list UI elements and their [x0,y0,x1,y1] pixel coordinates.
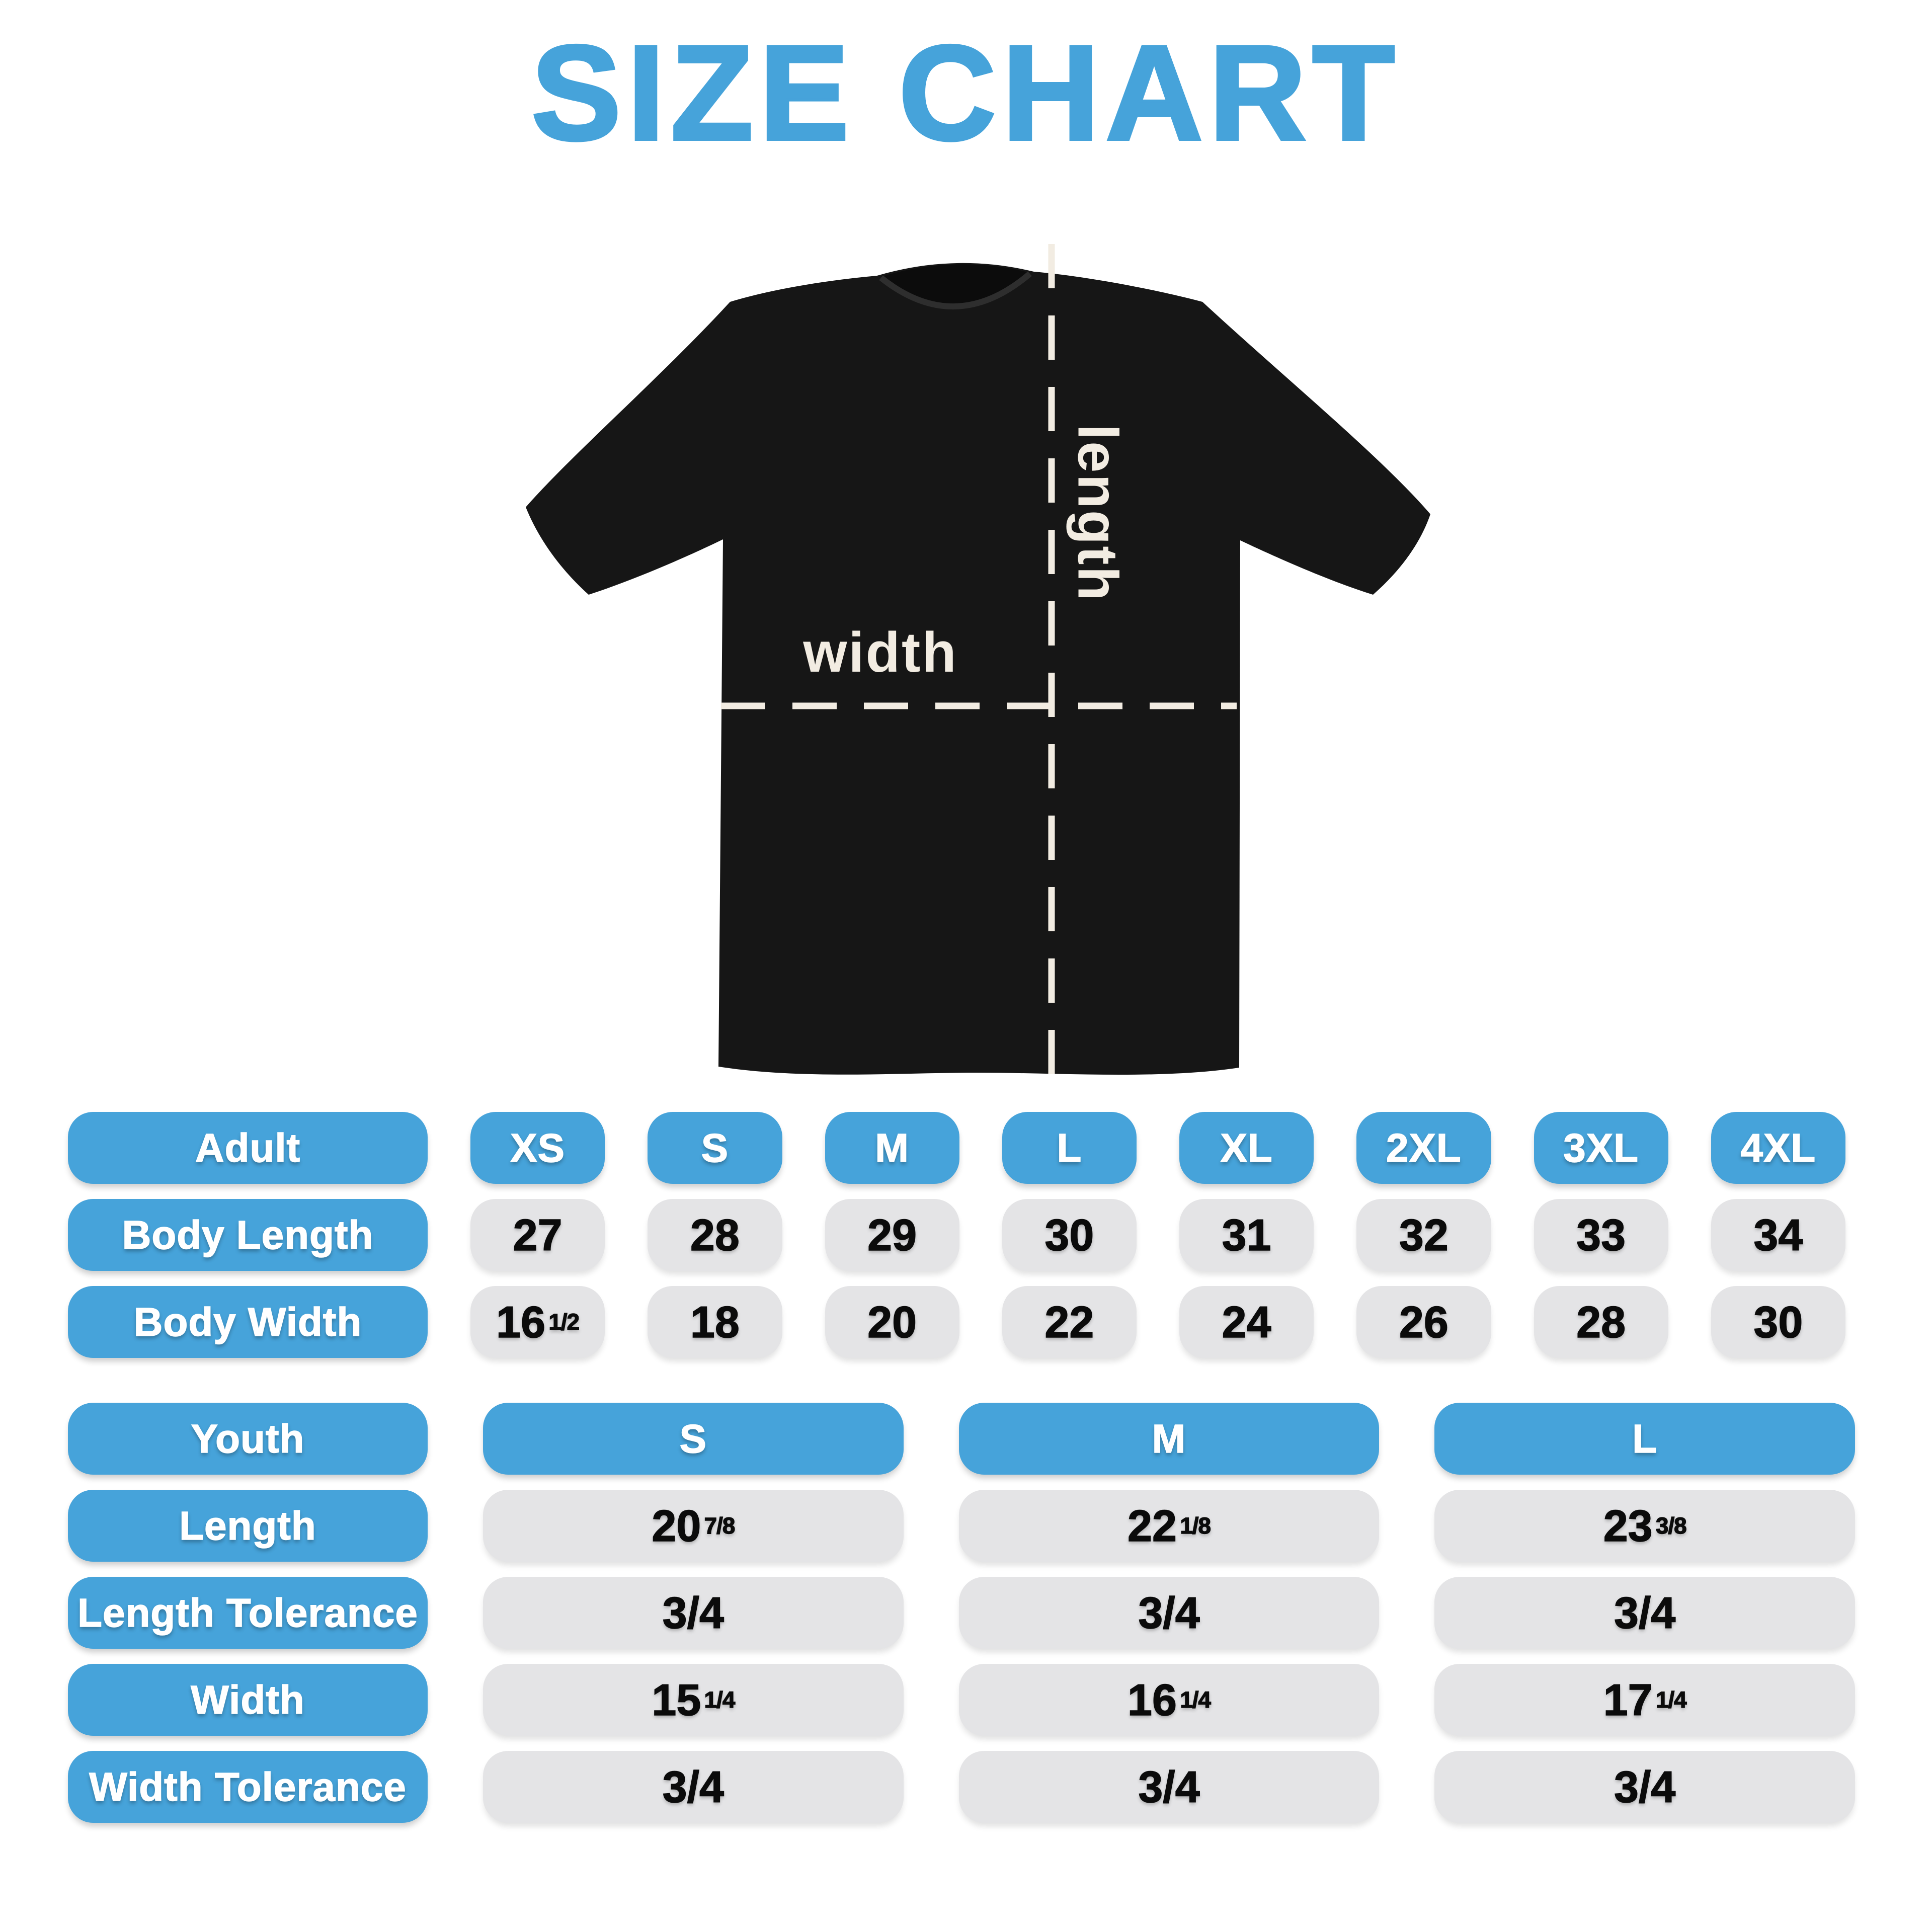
value-cell: 24 [1179,1286,1314,1358]
value-cell: 3/4 [483,1751,904,1823]
table-header-row: Youth S M L [68,1403,1855,1475]
value-number: 18 [690,1297,740,1347]
size-header-pill: 3XL [1534,1112,1668,1184]
table-row: Width Tolerance 3/4 3/4 3/4 [68,1751,1855,1823]
size-header-pill: 4XL [1711,1112,1845,1184]
value-number: 28 [690,1210,740,1260]
value-cell: 16 1/4 [958,1664,1380,1736]
size-header-pill: L [1002,1112,1137,1184]
size-header-pill: M [825,1112,959,1184]
adult-size-table: Adult XS S M L XL 2XL 3XL 4XL Body Length 27 28 29 30… [68,1112,1845,1373]
value-number: 20 [867,1297,917,1347]
value-number: 22 [1044,1297,1094,1347]
value-number: 3/4 [662,1587,725,1638]
value-number: 26 [1399,1297,1448,1347]
value-number: 27 [513,1210,562,1260]
value-cell: 18 [648,1286,782,1358]
value-number: 33 [1576,1210,1626,1260]
width-label: width [802,621,957,684]
value-fraction: 3/8 [1655,1512,1687,1539]
value-number: 20 [652,1500,701,1551]
row-label-pill: Length [68,1490,428,1562]
value-number: 32 [1399,1210,1448,1260]
value-fraction: 1/4 [1655,1686,1687,1713]
value-number: 29 [867,1210,917,1260]
value-cell: 33 [1534,1199,1668,1271]
value-fraction: 1/2 [548,1309,580,1335]
value-number: 30 [1044,1210,1094,1260]
tshirt-silhouette [526,263,1430,1075]
row-label-pill: Body Width [68,1286,428,1358]
size-header-pill: S [483,1403,904,1475]
row-label-pill: Length Tolerance [68,1577,428,1649]
value-cell: 3/4 [483,1577,904,1649]
value-number: 16 [496,1297,546,1347]
size-header-pill: L [1434,1403,1855,1475]
tshirt-measurement-diagram: width length [496,216,1452,1097]
size-header-pill: S [648,1112,782,1184]
value-cell: 27 [470,1199,605,1271]
row-label-pill: Width Tolerance [68,1751,428,1823]
value-cell: 16 1/2 [470,1286,605,1358]
size-header-pill: 2XL [1356,1112,1491,1184]
value-cell: 3/4 [1434,1577,1855,1649]
value-cell: 22 [1002,1286,1137,1358]
row-label-pill: Body Length [68,1199,428,1271]
collar-band-seam [879,271,1032,310]
table-row: Width 15 1/4 16 1/4 17 1/4 [68,1664,1855,1736]
value-number: 3/4 [1138,1761,1200,1812]
value-fraction: 7/8 [704,1512,736,1539]
value-number: 23 [1603,1500,1653,1551]
value-cell: 29 [825,1199,959,1271]
table-row: Length 20 7/8 22 1/8 23 3/8 [68,1490,1855,1562]
value-cell: 26 [1356,1286,1491,1358]
value-cell: 20 7/8 [483,1490,904,1562]
value-cell: 30 [1711,1286,1845,1358]
value-number: 3/4 [1614,1761,1676,1812]
value-cell: 20 [825,1286,959,1358]
value-number: 24 [1222,1297,1271,1347]
value-number: 3/4 [1614,1587,1676,1638]
value-cell: 28 [648,1199,782,1271]
length-label: length [1066,424,1129,602]
table-header-row: Adult XS S M L XL 2XL 3XL 4XL [68,1112,1845,1184]
youth-size-table: Youth S M L Length 20 7/8 22 1/8 23 3/8 Length Tole… [68,1403,1855,1838]
value-cell: 31 [1179,1199,1314,1271]
value-cell: 30 [1002,1199,1137,1271]
value-cell: 28 [1534,1286,1668,1358]
value-cell: 17 1/4 [1434,1664,1855,1736]
value-number: 34 [1753,1210,1803,1260]
page-title: SIZE CHART [530,16,1401,170]
value-number: 16 [1127,1674,1177,1725]
value-cell: 15 1/4 [483,1664,904,1736]
value-cell: 22 1/8 [958,1490,1380,1562]
table-row: Body Length 27 28 29 30 31 32 33 34 [68,1199,1845,1271]
table-title-pill: Youth [68,1403,428,1475]
value-cell: 34 [1711,1199,1845,1271]
value-fraction: 1/4 [704,1686,736,1713]
value-number: 31 [1222,1210,1271,1260]
value-cell: 3/4 [958,1577,1380,1649]
value-number: 3/4 [662,1761,725,1812]
table-row: Body Width 16 1/2 18 20 22 24 26 28 30 [68,1286,1845,1358]
size-header-pill: XL [1179,1112,1314,1184]
row-label-pill: Width [68,1664,428,1736]
size-header-pill: XS [470,1112,605,1184]
value-fraction: 1/8 [1180,1512,1212,1539]
value-cell: 3/4 [1434,1751,1855,1823]
value-cell: 32 [1356,1199,1491,1271]
value-number: 22 [1127,1500,1177,1551]
tshirt-svg: width length [526,244,1430,1087]
value-number: 30 [1753,1297,1803,1347]
table-row: Length Tolerance 3/4 3/4 3/4 [68,1577,1855,1649]
value-fraction: 1/4 [1180,1686,1212,1713]
value-number: 17 [1603,1674,1653,1725]
value-number: 3/4 [1138,1587,1200,1638]
size-header-pill: M [958,1403,1380,1475]
value-number: 28 [1576,1297,1626,1347]
value-cell: 3/4 [958,1751,1380,1823]
table-title-pill: Adult [68,1112,428,1184]
value-number: 15 [652,1674,701,1725]
value-cell: 23 3/8 [1434,1490,1855,1562]
